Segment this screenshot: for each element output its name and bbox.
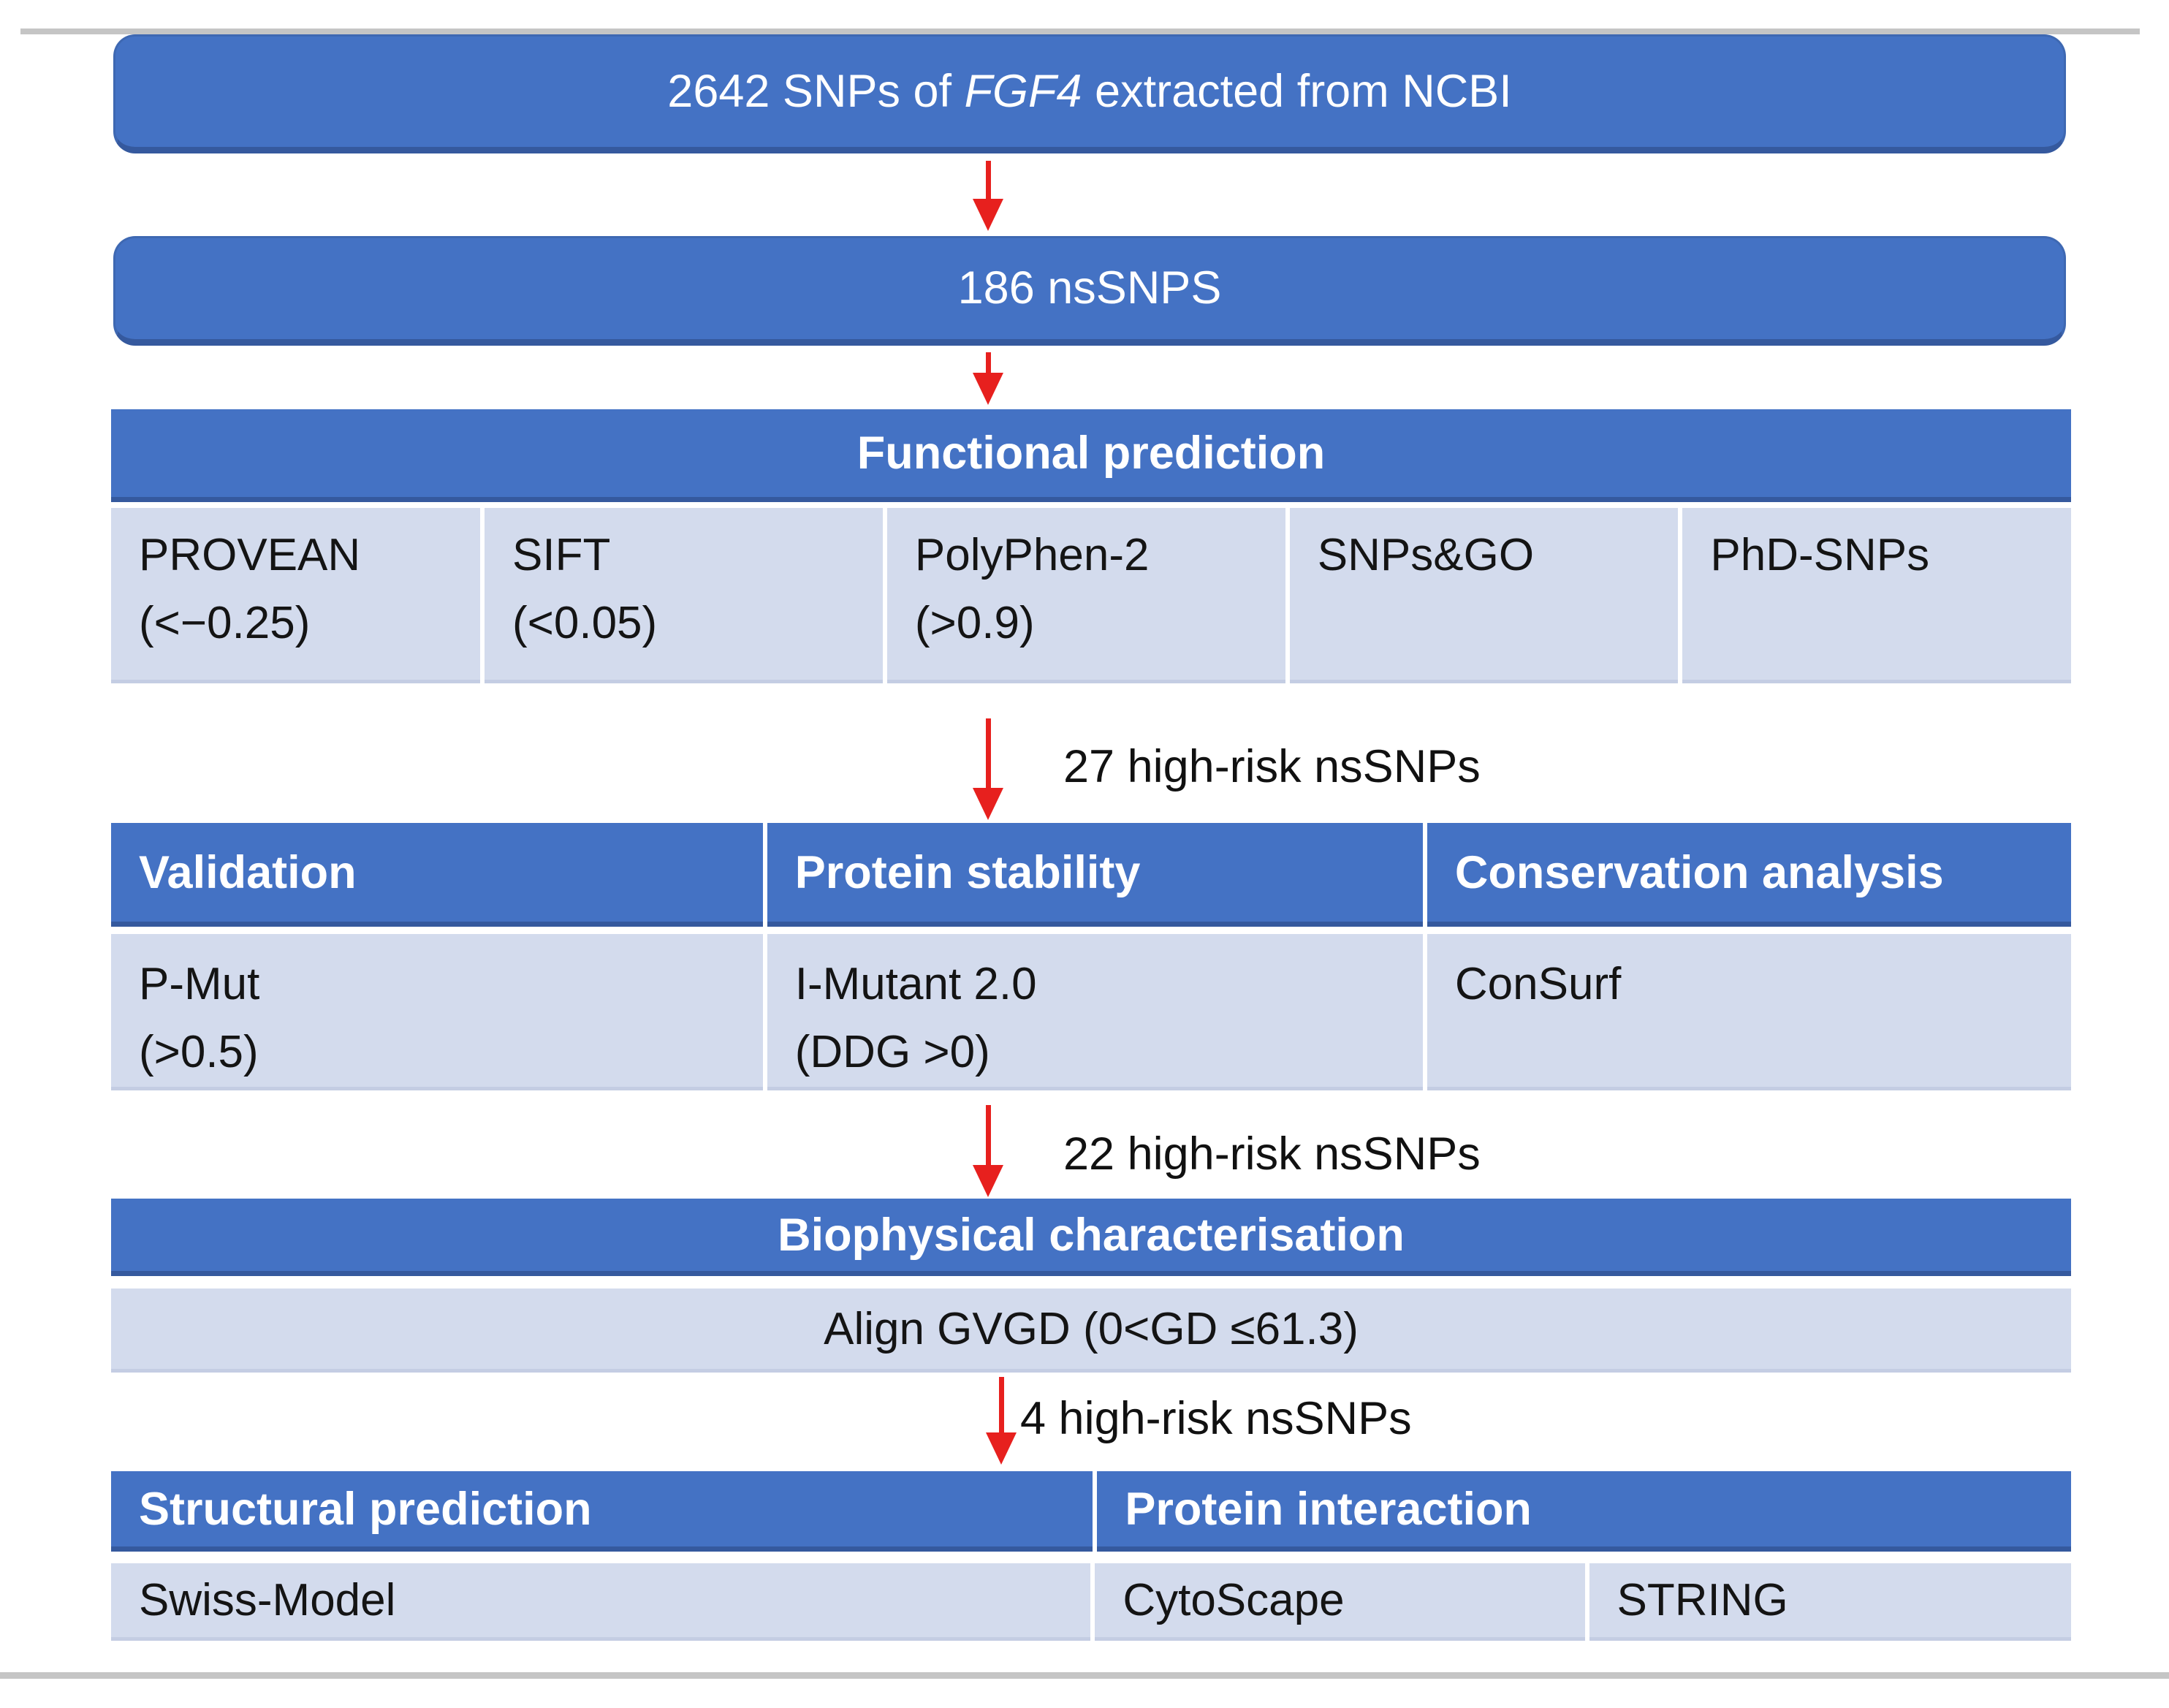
tool-cell-align-gvgd: Align GVGD (0<GD ≤61.3): [111, 1288, 2071, 1373]
top-box-text-suffix: extracted from NCBI: [1082, 65, 1512, 117]
down-arrow-icon: [972, 161, 1004, 231]
tool-cell-string: STRING: [1589, 1563, 2071, 1641]
tool-cell-swissmodel: Swiss-Model: [111, 1563, 1091, 1641]
tool-cell-phdsnps: PhD-SNPs: [1682, 508, 2071, 683]
tool-cell-polyphen2: PolyPhen-2 (>0.9): [886, 508, 1285, 683]
biophysical-header: Biophysical characterisation: [111, 1199, 2071, 1276]
functional-prediction-header: Functional prediction: [111, 409, 2071, 502]
conservation-analysis-header: Conservation analysis: [1427, 823, 2071, 927]
arrow-shaft: [985, 718, 991, 788]
arrow-label-4-high-risk: 4 high-risk nsSNPs: [1020, 1393, 1412, 1444]
tool-cell-snpsgo: SNPs&GO: [1289, 508, 1679, 683]
protein-stability-header: Protein stability: [767, 823, 1423, 927]
down-arrow-icon: [972, 718, 1004, 820]
tool-cell-cytoscape: CytoScape: [1095, 1563, 1585, 1641]
structural-prediction-header: Structural prediction: [111, 1471, 1093, 1552]
arrow-shaft: [985, 161, 991, 199]
arrow-shaft: [985, 1105, 991, 1165]
tool-cell-provean: PROVEAN (<−0.25): [111, 508, 481, 683]
protein-interaction-header: Protein interaction: [1097, 1471, 2071, 1552]
biophysical-table: Biophysical characterisation Align GVGD …: [111, 1199, 2071, 1373]
arrow-label-22-high-risk: 22 high-risk nsSNPs: [1063, 1128, 1481, 1180]
bottom-border-line: [0, 1672, 2169, 1679]
validation-table: Validation Protein stability Conservatio…: [111, 823, 2071, 1090]
down-arrow-icon: [972, 1105, 1004, 1197]
arrow-shaft: [998, 1377, 1004, 1432]
arrow-head: [973, 1165, 1003, 1197]
arrow-shaft: [985, 352, 991, 373]
arrow-label-27-high-risk: 27 high-risk nsSNPs: [1063, 741, 1481, 792]
top-box-text: 2642 SNPs of FGF4 extracted from NCBI: [667, 64, 1511, 120]
tool-cell-imutant: I-Mutant 2.0 (DDG >0): [767, 934, 1423, 1090]
nssnp-box: 186 nsSNPS: [113, 236, 2066, 346]
validation-header: Validation: [111, 823, 763, 927]
arrow-head: [973, 373, 1003, 405]
down-arrow-icon: [985, 1377, 1017, 1465]
tool-cell-pmut: P-Mut (>0.5): [111, 934, 763, 1090]
arrow-head: [973, 199, 1003, 231]
top-box: 2642 SNPs of FGF4 extracted from NCBI: [113, 34, 2066, 153]
structural-table: Structural prediction Protein interactio…: [111, 1471, 2071, 1641]
down-arrow-icon: [972, 352, 1004, 405]
top-border-line: [20, 29, 2140, 34]
gene-name: FGF4: [964, 65, 1082, 117]
arrow-head: [986, 1432, 1017, 1465]
arrow-head: [973, 788, 1003, 820]
top-box-text-prefix: 2642 SNPs of: [667, 65, 965, 117]
functional-prediction-table: Functional prediction PROVEAN (<−0.25) S…: [111, 409, 2071, 683]
tool-cell-consurf: ConSurf: [1427, 934, 2071, 1090]
tool-cell-sift: SIFT (<0.05): [485, 508, 883, 683]
nssnp-box-text: 186 nsSNPS: [957, 262, 1222, 314]
